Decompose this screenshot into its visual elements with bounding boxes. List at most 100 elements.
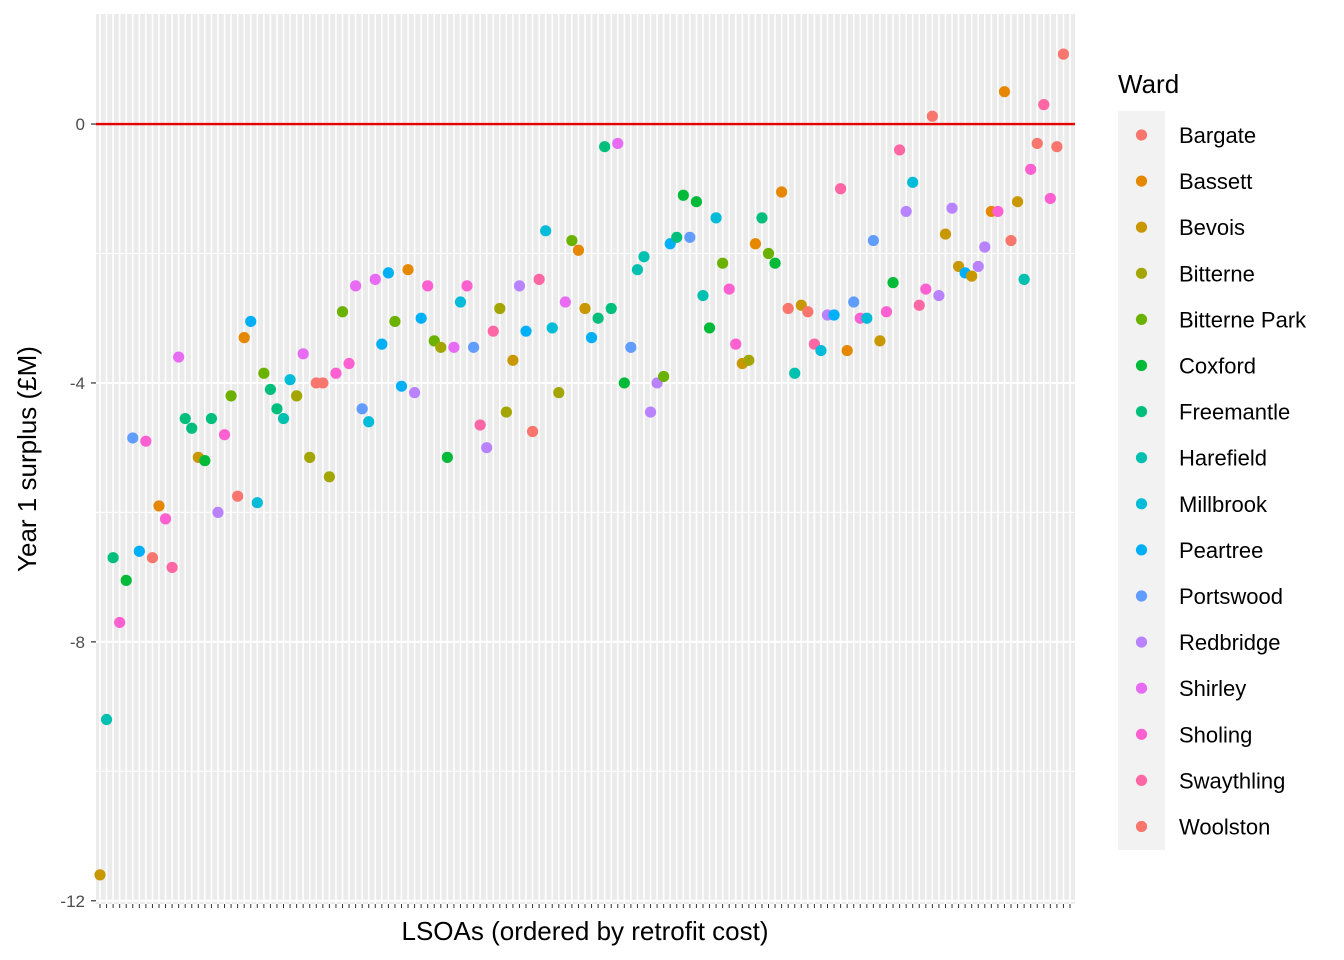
data-point <box>526 425 539 438</box>
y-tick-label: -12 <box>60 892 85 911</box>
data-point <box>690 196 703 208</box>
legend-key <box>1135 406 1148 418</box>
data-point <box>782 302 794 315</box>
data-point <box>703 322 716 334</box>
data-point <box>422 280 434 292</box>
data-point <box>599 141 611 153</box>
data-point <box>461 280 473 292</box>
data-point <box>966 270 978 282</box>
data-point <box>887 277 899 289</box>
legend-label: Shirley <box>1179 676 1246 701</box>
data-point <box>671 231 683 243</box>
data-point <box>127 432 139 444</box>
legend-key <box>1135 774 1148 787</box>
data-point <box>513 280 526 292</box>
data-point <box>402 264 414 276</box>
data-point <box>684 231 696 243</box>
data-point <box>343 357 355 370</box>
data-point <box>350 280 362 292</box>
data-point <box>546 322 558 334</box>
legend-label: Peartree <box>1179 538 1263 563</box>
data-point <box>389 315 401 328</box>
data-point <box>330 367 342 379</box>
data-point <box>992 205 1004 218</box>
data-point <box>1044 192 1056 205</box>
x-axis-title: LSOAs (ordered by retrofit cost) <box>401 916 768 946</box>
data-point <box>848 296 860 308</box>
legend-label: Bitterne Park <box>1179 307 1307 332</box>
data-point <box>166 561 178 574</box>
data-point <box>140 435 152 447</box>
legend-key <box>1135 221 1148 233</box>
data-point <box>363 416 375 428</box>
data-point <box>612 137 624 150</box>
data-point <box>776 186 788 198</box>
data-point <box>415 312 427 324</box>
data-point <box>946 202 958 214</box>
data-point <box>258 367 270 379</box>
data-point <box>618 377 630 389</box>
data-point <box>120 574 132 586</box>
data-point <box>533 273 545 285</box>
data-point <box>998 86 1011 98</box>
y-axis-ticks: 0 -4 -8 -12 <box>60 115 96 911</box>
data-point <box>205 412 218 425</box>
data-point <box>376 338 388 350</box>
data-point <box>638 251 650 263</box>
data-point <box>926 110 938 122</box>
data-point <box>893 144 906 156</box>
data-point <box>454 296 467 308</box>
legend-label: Portswood <box>1179 584 1283 609</box>
data-point <box>762 247 775 260</box>
data-point <box>802 306 814 318</box>
legend-key <box>1135 129 1148 141</box>
data-point <box>697 289 709 302</box>
data-point <box>232 490 244 502</box>
data-point <box>1057 48 1070 60</box>
legend-key <box>1135 590 1148 602</box>
data-point <box>579 302 591 315</box>
data-point <box>107 552 119 564</box>
data-point <box>323 471 335 483</box>
data-point <box>218 429 231 441</box>
data-point <box>520 325 532 337</box>
legend-label: Millbrook <box>1179 492 1268 517</box>
legend-key <box>1135 498 1148 510</box>
data-point <box>481 442 493 454</box>
legend-key-background <box>1118 111 1165 850</box>
legend-key <box>1135 544 1148 556</box>
data-point <box>907 176 919 188</box>
data-point <box>723 283 735 295</box>
data-point <box>494 302 506 315</box>
data-point <box>264 383 277 396</box>
data-point <box>585 332 598 344</box>
data-point <box>900 205 912 218</box>
data-point <box>972 260 984 273</box>
data-point <box>304 451 316 463</box>
data-point <box>730 338 742 350</box>
y-tick-label: 0 <box>76 115 85 134</box>
data-point <box>939 228 952 240</box>
data-point <box>717 257 729 269</box>
data-point <box>861 312 873 324</box>
legend-label: Bevois <box>1179 215 1245 240</box>
legend-key <box>1135 820 1148 833</box>
data-point <box>920 283 932 295</box>
legend-key <box>1135 682 1148 694</box>
data-point <box>435 341 447 353</box>
data-point <box>1018 273 1030 285</box>
data-point <box>677 189 689 201</box>
data-point <box>251 497 263 509</box>
legend-label: Coxford <box>1179 354 1256 379</box>
data-point <box>644 406 657 418</box>
data-point <box>369 273 381 285</box>
data-point <box>789 367 801 379</box>
legend-label: Bitterne <box>1179 261 1255 286</box>
data-point <box>212 506 224 518</box>
data-point <box>441 451 453 463</box>
data-point <box>284 374 296 386</box>
data-point <box>625 341 637 353</box>
data-point <box>815 344 827 357</box>
data-point <box>559 296 571 308</box>
